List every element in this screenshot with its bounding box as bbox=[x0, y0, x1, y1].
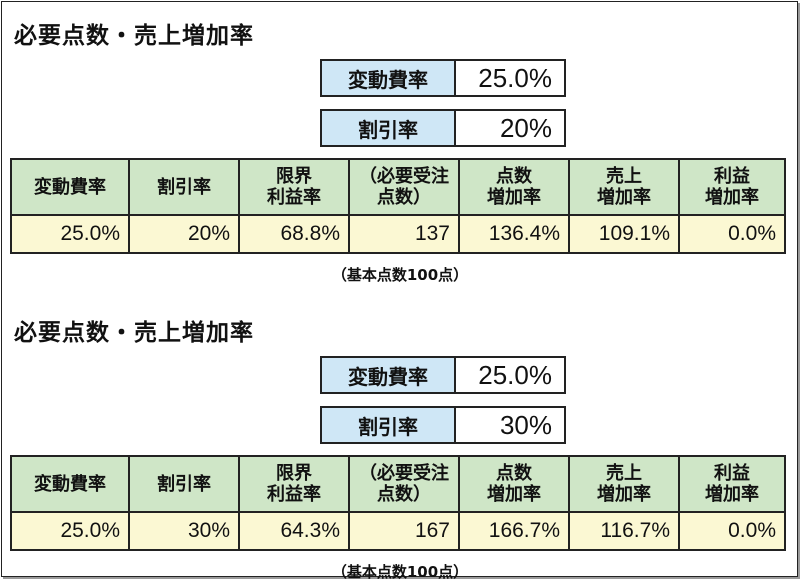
result-table: 変動費率 割引率 限界 利益率 （必要受注 点数） 点数 増加率 売上 増加率 … bbox=[10, 158, 786, 254]
value-cell: 0.0% bbox=[678, 511, 786, 551]
param-value: 30% bbox=[456, 408, 564, 442]
value-cell: 116.7% bbox=[568, 511, 680, 551]
calc-section-1: 必要点数・売上増加率 変動費率 25.0% 割引率 20% 変動費率 割引率 限… bbox=[0, 0, 800, 290]
value-cell: 136.4% bbox=[458, 214, 570, 254]
table-header-row: 変動費率 割引率 限界 利益率 （必要受注 点数） 点数 増加率 売上 増加率 … bbox=[10, 455, 786, 513]
value-cell: 64.3% bbox=[238, 511, 350, 551]
value-cell: 25.0% bbox=[10, 214, 130, 254]
variable-cost-rate-box: 変動費率 25.0% bbox=[320, 356, 566, 394]
header-cell: 限界 利益率 bbox=[238, 158, 350, 216]
value-cell: 0.0% bbox=[678, 214, 786, 254]
param-label: 割引率 bbox=[322, 408, 456, 442]
result-table: 変動費率 割引率 限界 利益率 （必要受注 点数） 点数 増加率 売上 増加率 … bbox=[10, 455, 786, 551]
header-cell: 売上 増加率 bbox=[568, 455, 680, 513]
table-row: 25.0% 30% 64.3% 167 166.7% 116.7% 0.0% bbox=[10, 511, 786, 551]
header-cell: 割引率 bbox=[128, 158, 240, 216]
header-cell: 利益 増加率 bbox=[678, 455, 786, 513]
header-cell: 点数 増加率 bbox=[458, 158, 570, 216]
header-cell: 変動費率 bbox=[10, 158, 130, 216]
header-cell: （必要受注 点数） bbox=[348, 158, 460, 216]
value-cell: 68.8% bbox=[238, 214, 350, 254]
param-value: 25.0% bbox=[456, 358, 564, 392]
discount-rate-box: 割引率 30% bbox=[320, 406, 566, 444]
header-cell: 点数 増加率 bbox=[458, 455, 570, 513]
table-header-row: 変動費率 割引率 限界 利益率 （必要受注 点数） 点数 増加率 売上 増加率 … bbox=[10, 158, 786, 216]
param-value: 20% bbox=[456, 111, 564, 145]
section-title: 必要点数・売上増加率 bbox=[14, 320, 254, 346]
header-cell: 売上 増加率 bbox=[568, 158, 680, 216]
discount-rate-box: 割引率 20% bbox=[320, 109, 566, 147]
value-cell: 109.1% bbox=[568, 214, 680, 254]
value-cell: 25.0% bbox=[10, 511, 130, 551]
variable-cost-rate-box: 変動費率 25.0% bbox=[320, 59, 566, 97]
param-label: 変動費率 bbox=[322, 61, 456, 95]
param-value: 25.0% bbox=[456, 61, 564, 95]
header-cell: 限界 利益率 bbox=[238, 455, 350, 513]
footnote: （基本点数100点） bbox=[331, 563, 469, 581]
footnote: （基本点数100点） bbox=[331, 266, 469, 284]
table-row: 25.0% 20% 68.8% 137 136.4% 109.1% 0.0% bbox=[10, 214, 786, 254]
value-cell: 137 bbox=[348, 214, 460, 254]
header-cell: 割引率 bbox=[128, 455, 240, 513]
header-cell: （必要受注 点数） bbox=[348, 455, 460, 513]
value-cell: 30% bbox=[128, 511, 240, 551]
value-cell: 166.7% bbox=[458, 511, 570, 551]
value-cell: 20% bbox=[128, 214, 240, 254]
section-title: 必要点数・売上増加率 bbox=[14, 23, 254, 49]
calc-section-2: 必要点数・売上増加率 変動費率 25.0% 割引率 30% 変動費率 割引率 限… bbox=[0, 297, 800, 587]
param-label: 割引率 bbox=[322, 111, 456, 145]
header-cell: 利益 増加率 bbox=[678, 158, 786, 216]
param-label: 変動費率 bbox=[322, 358, 456, 392]
value-cell: 167 bbox=[348, 511, 460, 551]
header-cell: 変動費率 bbox=[10, 455, 130, 513]
